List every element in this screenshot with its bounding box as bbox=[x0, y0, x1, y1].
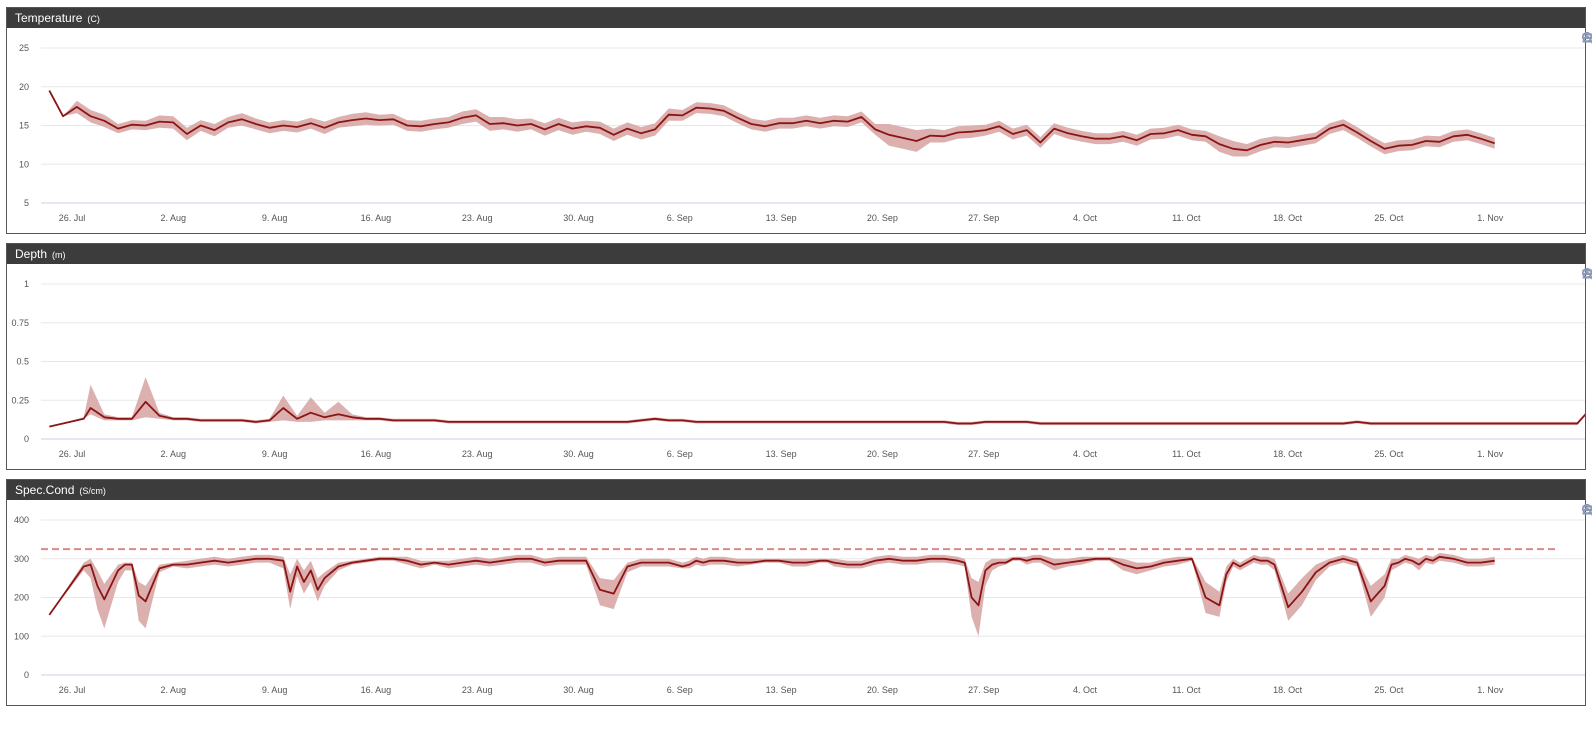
x-tick-label: 11. Oct bbox=[1172, 685, 1201, 695]
depth-panel: Depth (m) 0 0.25 0.5 0.75 1 26. Jul 2. Aug 9. Au… bbox=[6, 243, 1592, 470]
x-tick-label: 6. Sep bbox=[667, 685, 693, 695]
x-tick-label: 26. Jul bbox=[59, 685, 86, 695]
x-tick-label: 30. Aug bbox=[563, 213, 594, 223]
series-line bbox=[48, 555, 1495, 616]
x-tick-label: 23. Aug bbox=[462, 213, 493, 223]
x-tick-label: 27. Sep bbox=[968, 685, 999, 695]
x-tick-label: 4. Oct bbox=[1073, 685, 1098, 695]
x-tick-label: 4. Oct bbox=[1073, 449, 1098, 459]
y-tick-label: 5 bbox=[24, 198, 29, 208]
spec-cond-chart-area: 0 100 200 300 400 26. Jul 2. Aug 9. Aug 16. Aug 2… bbox=[7, 500, 1592, 705]
menu-icon[interactable] bbox=[1581, 31, 1592, 45]
temperature-panel-unit: (C) bbox=[87, 14, 100, 24]
x-tick-label: 20. Sep bbox=[867, 449, 898, 459]
y-tick-label: 25 bbox=[19, 43, 29, 53]
depth-panel-title: Depth bbox=[15, 247, 48, 261]
range-band bbox=[49, 377, 1585, 427]
temperature-panel: Temperature (C) 5 10 15 20 25 26. Jul 2. Aug 9. … bbox=[6, 7, 1592, 234]
range-band bbox=[49, 90, 1495, 157]
x-tick-label: 1. Nov bbox=[1477, 685, 1504, 695]
x-tick-label: 30. Aug bbox=[563, 685, 594, 695]
spec-cond-panel-title: Spec.Cond bbox=[15, 483, 75, 497]
x-tick-label: 6. Sep bbox=[667, 213, 693, 223]
x-tick-label: 20. Sep bbox=[867, 213, 898, 223]
y-tick-label: 1 bbox=[24, 279, 29, 289]
temperature-chart-area: 5 10 15 20 25 26. Jul 2. Aug 9. Aug 16. Aug 23. A… bbox=[7, 28, 1592, 233]
spec-cond-chart: 0 100 200 300 400 26. Jul 2. Aug 9. Aug 16. Aug 2… bbox=[14, 515, 1585, 695]
series-line bbox=[49, 400, 1585, 428]
x-tick-label: 18. Oct bbox=[1273, 685, 1303, 695]
x-tick-label: 26. Jul bbox=[59, 213, 86, 223]
y-tick-label: 0 bbox=[24, 434, 29, 444]
x-tick-label: 26. Jul bbox=[59, 449, 86, 459]
x-tick-label: 2. Aug bbox=[161, 449, 187, 459]
y-tick-label: 400 bbox=[14, 515, 29, 525]
y-tick-label: 0.75 bbox=[11, 318, 29, 328]
range-band bbox=[49, 552, 1495, 637]
y-tick-label: 0.25 bbox=[11, 395, 29, 405]
y-tick-label: 300 bbox=[14, 554, 29, 564]
x-tick-label: 18. Oct bbox=[1273, 449, 1303, 459]
menu-icon[interactable] bbox=[1581, 267, 1592, 281]
x-tick-label: 11. Oct bbox=[1172, 449, 1201, 459]
depth-panel-header: Depth (m) bbox=[7, 244, 1585, 264]
depth-panel-unit: (m) bbox=[52, 250, 66, 260]
x-tick-label: 23. Aug bbox=[462, 449, 493, 459]
x-tick-label: 6. Sep bbox=[667, 449, 693, 459]
x-tick-label: 11. Oct bbox=[1172, 213, 1201, 223]
y-tick-label: 10 bbox=[19, 159, 29, 169]
x-tick-label: 25. Oct bbox=[1374, 685, 1404, 695]
x-tick-label: 2. Aug bbox=[161, 685, 187, 695]
temperature-chart: 5 10 15 20 25 26. Jul 2. Aug 9. Aug 16. Aug 23. A… bbox=[19, 43, 1585, 223]
spec-cond-panel-header: Spec.Cond (S/cm) bbox=[7, 480, 1585, 500]
y-tick-label: 200 bbox=[14, 593, 29, 603]
spec-cond-panel: Spec.Cond (S/cm) 0 100 200 300 400 26. Jul 2. A… bbox=[6, 479, 1592, 706]
y-tick-label: 0.5 bbox=[16, 357, 29, 367]
x-tick-label: 23. Aug bbox=[462, 685, 493, 695]
y-tick-label: 100 bbox=[14, 631, 29, 641]
spec-cond-panel-unit: (S/cm) bbox=[79, 486, 106, 496]
x-tick-label: 16. Aug bbox=[361, 449, 392, 459]
x-tick-label: 4. Oct bbox=[1073, 213, 1098, 223]
x-tick-label: 1. Nov bbox=[1477, 449, 1504, 459]
x-tick-label: 27. Sep bbox=[968, 449, 999, 459]
x-tick-label: 9. Aug bbox=[262, 449, 288, 459]
x-tick-label: 25. Oct bbox=[1374, 449, 1404, 459]
x-tick-label: 27. Sep bbox=[968, 213, 999, 223]
y-tick-label: 15 bbox=[19, 121, 29, 131]
x-tick-label: 18. Oct bbox=[1273, 213, 1303, 223]
y-tick-label: 0 bbox=[24, 670, 29, 680]
x-tick-label: 13. Sep bbox=[766, 685, 797, 695]
x-tick-label: 9. Aug bbox=[262, 685, 288, 695]
x-tick-label: 25. Oct bbox=[1374, 213, 1404, 223]
x-tick-label: 16. Aug bbox=[361, 213, 392, 223]
x-tick-label: 30. Aug bbox=[563, 449, 594, 459]
temperature-panel-title: Temperature bbox=[15, 11, 83, 25]
depth-chart-area: 0 0.25 0.5 0.75 1 26. Jul 2. Aug 9. Aug 16. Aug 2… bbox=[7, 264, 1592, 469]
x-tick-label: 9. Aug bbox=[262, 213, 288, 223]
x-tick-label: 16. Aug bbox=[361, 685, 392, 695]
depth-chart: 0 0.25 0.5 0.75 1 26. Jul 2. Aug 9. Aug 16. Aug 2… bbox=[11, 279, 1585, 459]
y-tick-label: 20 bbox=[19, 82, 29, 92]
series-line bbox=[48, 90, 1495, 152]
x-tick-label: 1. Nov bbox=[1477, 213, 1504, 223]
temperature-panel-header: Temperature (C) bbox=[7, 8, 1585, 28]
x-tick-label: 2. Aug bbox=[161, 213, 187, 223]
menu-icon[interactable] bbox=[1581, 503, 1592, 517]
x-tick-label: 20. Sep bbox=[867, 685, 898, 695]
x-tick-label: 13. Sep bbox=[766, 449, 797, 459]
x-tick-label: 13. Sep bbox=[766, 213, 797, 223]
